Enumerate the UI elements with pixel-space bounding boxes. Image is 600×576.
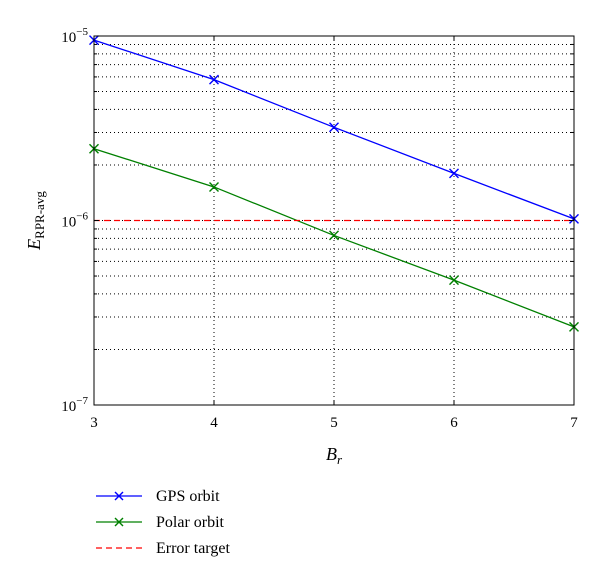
y-tick-label: 10−7 (61, 395, 88, 415)
y-tick-label-base: 10 (61, 399, 76, 415)
point-marker-stroke (329, 122, 339, 133)
x-tick-label: 3 (90, 415, 98, 431)
x-tick-label: 4 (210, 415, 218, 431)
x-tick-label: 6 (450, 415, 458, 431)
legend-marker-stroke (114, 517, 124, 527)
legend-label: GPS orbit (156, 488, 220, 505)
point-marker-stroke (209, 181, 219, 192)
data-point-polar-orbit (329, 230, 339, 241)
legend-label: Error target (156, 540, 230, 557)
y-tick-label-exponent: −7 (76, 395, 88, 407)
x-axis-label-sub: r (337, 452, 343, 467)
point-marker-stroke (449, 275, 459, 286)
legend-label: Polar orbit (156, 514, 225, 531)
legend-item-polar-orbit: Polar orbit (96, 514, 225, 531)
y-tick-label-base: 10 (61, 30, 76, 46)
legend: GPS orbit Polar orbit Error target (96, 488, 230, 557)
point-marker-stroke (209, 74, 219, 85)
y-tick-label: 10−5 (61, 26, 88, 46)
data-point-gps-orbit (449, 168, 459, 179)
grid (94, 36, 574, 405)
y-tick-label: 10−6 (61, 211, 88, 231)
legend-item-error-target: Error target (96, 540, 230, 557)
data-point-polar-orbit (209, 181, 219, 192)
y-tick-label-exponent: −5 (76, 26, 88, 38)
plot-series (89, 35, 579, 332)
point-marker-stroke (329, 230, 339, 241)
y-tick-label-base: 10 (61, 215, 76, 231)
data-point-gps-orbit (329, 122, 339, 133)
y-axis-label-sub: RPR-avg (32, 191, 47, 239)
x-tick-label: 7 (570, 415, 578, 431)
data-point-gps-orbit (209, 74, 219, 85)
data-point-polar-orbit (449, 275, 459, 286)
axis-ticks: 3 4 5 6 710−710−610−5 (61, 26, 578, 431)
y-axis-label: ERPR-avg (24, 191, 47, 251)
x-tick-label: 5 (330, 415, 338, 431)
point-marker-stroke (449, 168, 459, 179)
y-axis-label-main: E (24, 239, 44, 251)
x-axis-label-main: B (326, 444, 337, 464)
y-tick-label-exponent: −6 (76, 211, 88, 223)
legend-marker-stroke (114, 491, 124, 501)
legend-item-gps-orbit: GPS orbit (96, 488, 220, 505)
x-axis-label: Br (326, 444, 343, 467)
